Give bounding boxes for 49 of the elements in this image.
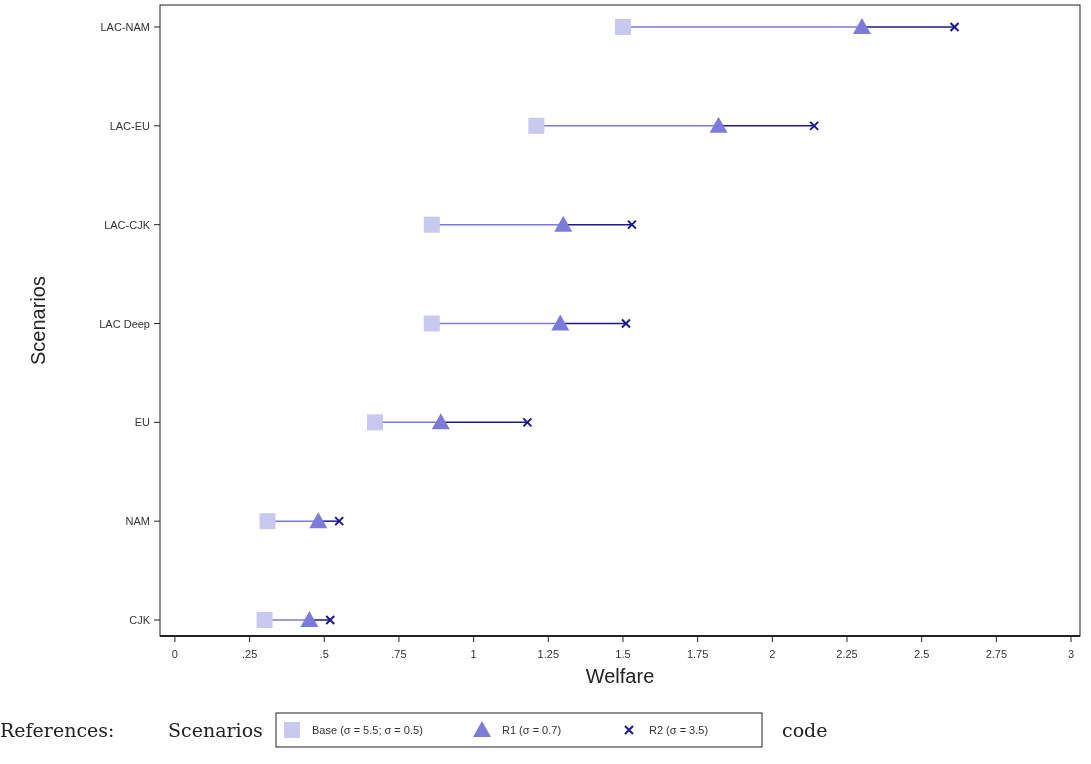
point [325, 615, 336, 625]
legend-label: Base (σ = 5.5; σ = 0.5) [312, 724, 423, 736]
x-tick-label: .75 [391, 648, 407, 660]
text: References: [0, 719, 115, 741]
x-tick-label: .5 [319, 648, 329, 660]
point [709, 116, 728, 133]
point [423, 216, 440, 233]
point [852, 18, 871, 34]
x-tick-label: 1.5 [615, 648, 631, 660]
point [554, 215, 573, 232]
y-tick-label: LAC-CJK [104, 218, 151, 231]
legend-label: R1 (σ = 0.7) [502, 724, 562, 736]
point [614, 19, 631, 35]
point [259, 513, 276, 530]
x-axis-title: Welfare [585, 665, 655, 687]
x-tick-label: 3 [1067, 648, 1075, 660]
x-tick-label: 2.25 [836, 648, 858, 660]
x-tick-label: 0 [171, 648, 178, 660]
text: Scenarios [168, 719, 263, 741]
point [300, 611, 319, 627]
x-tick-label: 2.75 [985, 648, 1008, 660]
point [334, 516, 345, 527]
x-tick-label: .25 [241, 648, 258, 660]
y-tick-label: LAC-EU [109, 119, 151, 132]
point [522, 417, 533, 428]
point [551, 314, 570, 331]
x-tick-label: 2.5 [914, 648, 930, 660]
y-tick-label: NAM [125, 515, 150, 528]
y-tick-label: CJK [129, 614, 151, 626]
point [949, 22, 960, 32]
point [367, 414, 384, 431]
point [309, 512, 328, 529]
legend-label: R2 (σ = 3.5) [649, 724, 709, 736]
y-tick-label: LAC-NAM [100, 21, 150, 33]
x-tick-label: 1.25 [537, 648, 560, 660]
x-tick-label: 1.75 [686, 648, 709, 660]
point [626, 219, 637, 230]
text: code [782, 719, 828, 741]
point [528, 117, 545, 134]
point [423, 315, 440, 332]
x-tick-label: 1 [470, 648, 477, 660]
y-axis-title: Scenarios [27, 276, 49, 365]
x-tick-label: 2 [769, 648, 776, 660]
point [256, 612, 273, 628]
point [620, 318, 631, 329]
point [809, 120, 820, 131]
y-tick-label: LAC Deep [99, 317, 150, 330]
y-tick-label: EU [134, 416, 151, 429]
point [431, 413, 450, 430]
